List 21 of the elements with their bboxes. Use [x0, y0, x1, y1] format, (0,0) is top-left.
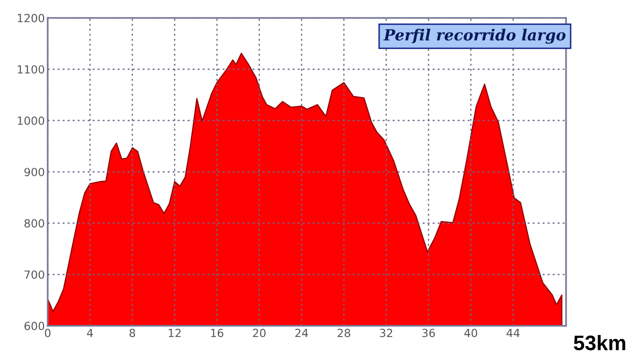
y-tick-label: 700: [24, 270, 44, 279]
x-tick-label: 40: [464, 328, 478, 338]
y-tick-label: 1000: [18, 116, 44, 125]
y-tick-label: 600: [24, 322, 44, 330]
x-tick-label: 44: [506, 328, 520, 337]
y-tick-label: 900: [24, 168, 44, 176]
x-tick-label: 0: [44, 328, 50, 338]
x-tick-label: 4: [87, 328, 93, 337]
x-tick-label: 20: [253, 328, 266, 338]
x-tick-label: 12: [168, 328, 181, 337]
text: Perfil recorrido largo: [383, 28, 566, 44]
x-tick-label: 36: [422, 328, 435, 338]
x-tick-label: 16: [211, 328, 224, 338]
y-tick-label: 1100: [18, 65, 44, 74]
x-tick-label: 24: [295, 328, 308, 337]
text: 53km: [574, 335, 626, 350]
y-tick-label: 1200: [18, 14, 44, 22]
x-tick-label: 8: [130, 328, 136, 338]
x-tick-label: 28: [338, 328, 350, 338]
x-tick-label: 32: [380, 328, 392, 338]
y-tick-label: 800: [24, 219, 44, 228]
